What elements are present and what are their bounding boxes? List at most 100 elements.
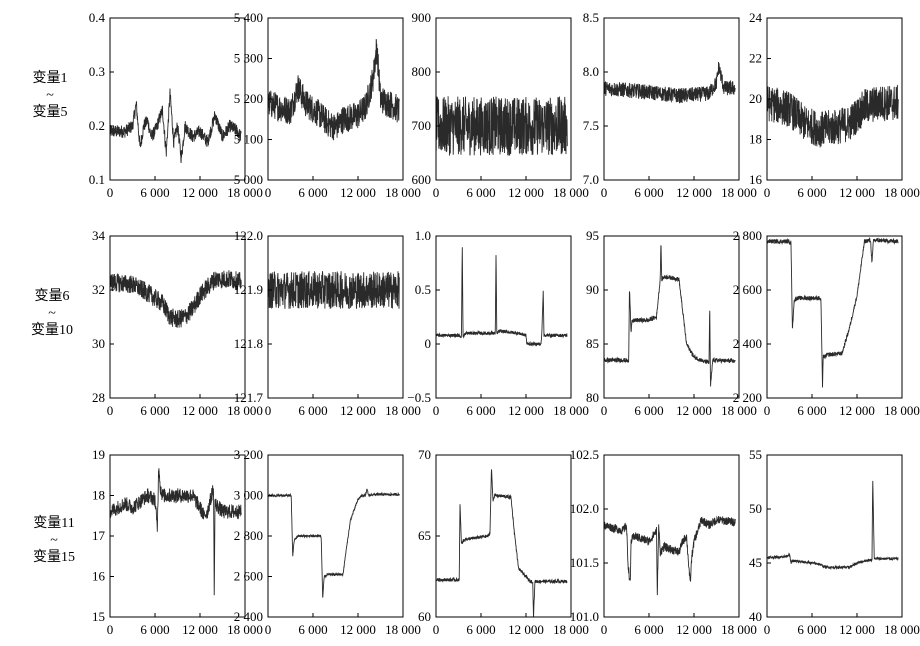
- x-tick-label: 12 000: [340, 622, 376, 637]
- y-tick-label: 17: [92, 528, 106, 543]
- subplot-7: 121.7 121.8 121.9 122.0 0 6 000 12 000 18 000: [234, 228, 421, 418]
- series-line-2-1: [268, 39, 400, 141]
- subplot-3: 600 700 800 900 0 6 000 12 000 18 000: [412, 10, 589, 200]
- x-tick-label: 18 000: [721, 185, 757, 200]
- y-tick-label: 5 300: [234, 51, 263, 66]
- plot-frame: [435, 454, 572, 618]
- y-tick-label: 30: [92, 336, 105, 351]
- y-tick-label: 2 800: [234, 528, 263, 543]
- x-tick-label: 12 000: [839, 403, 875, 418]
- y-tick-label: 5 100: [234, 132, 263, 147]
- x-tick-label: 0: [764, 622, 771, 637]
- plot-frame: [766, 454, 903, 618]
- x-tick-label: 6 000: [797, 185, 826, 200]
- row-label-2-mid: ~: [48, 306, 56, 321]
- x-tick-label: 18 000: [385, 403, 421, 418]
- series-line-7-1: [268, 271, 400, 309]
- y-tick-label: 2 600: [733, 282, 762, 297]
- x-tick-label: 0: [265, 622, 272, 637]
- row-label-1-mid: ~: [46, 88, 54, 103]
- subplot-13: 60 65 70 0 6 000 12 000 18 000: [418, 447, 589, 637]
- x-tick-label: 18 000: [227, 185, 263, 200]
- plot-frame: [435, 17, 572, 181]
- x-tick-label: 18 000: [385, 185, 421, 200]
- plot-frame: [603, 235, 740, 399]
- y-tick-label: 95: [586, 228, 599, 243]
- y-tick-label: 122.0: [234, 228, 263, 243]
- y-tick-label: 0.3: [89, 64, 105, 79]
- subplot-11: 15 16 17 18 19 0 6 000 12 000 18 000: [92, 447, 263, 637]
- y-tick-label: 3 000: [234, 488, 263, 503]
- y-tick-label: 2 200: [733, 390, 762, 405]
- y-tick-label: 90: [586, 282, 599, 297]
- subplot-6: 28 30 32 34 0 6 000 12 000 18 000: [92, 228, 263, 418]
- y-tick-label: 7.5: [583, 118, 599, 133]
- series-line-9-1: [604, 245, 736, 387]
- subplot-10: 2 200 2 400 2 600 2 800 0 6 000 12 000 18 000: [733, 228, 920, 418]
- y-tick-label: 40: [749, 609, 762, 624]
- y-tick-label: 18: [92, 488, 105, 503]
- x-tick-label: 0: [433, 185, 440, 200]
- series-line-14-1: [604, 515, 736, 596]
- series-line-1-1: [110, 88, 242, 164]
- y-tick-label: 16: [92, 569, 106, 584]
- x-tick-label: 18 000: [227, 622, 263, 637]
- y-tick-label: 121.8: [234, 336, 263, 351]
- y-tick-label: 5 200: [234, 91, 263, 106]
- y-tick-label: 45: [749, 555, 762, 570]
- series-line-13-1: [436, 469, 568, 617]
- plot-frame: [267, 235, 404, 399]
- x-tick-label: 18 000: [884, 622, 920, 637]
- series-line-5-1: [767, 84, 899, 148]
- x-tick-label: 12 000: [182, 403, 218, 418]
- y-tick-label: 18: [749, 132, 762, 147]
- subplot-8: −0.500.51.00 6 000 12 000 18 000: [407, 228, 588, 418]
- row-label-3-top: 变量11: [33, 516, 75, 531]
- x-tick-label: 18 000: [385, 622, 421, 637]
- plot-frame: [109, 17, 246, 181]
- x-tick-label: 0: [265, 403, 272, 418]
- x-tick-label: 12 000: [508, 622, 544, 637]
- x-tick-label: 0: [107, 185, 114, 200]
- x-tick-label: 12 000: [676, 185, 712, 200]
- series-line-11-1: [110, 468, 242, 596]
- y-tick-label: 3 200: [234, 447, 263, 462]
- x-tick-label: 18 000: [553, 622, 589, 637]
- x-tick-label: 0: [764, 185, 771, 200]
- series-line-3-1: [436, 96, 568, 156]
- y-tick-label: 121.7: [234, 390, 264, 405]
- x-tick-label: 0: [265, 185, 272, 200]
- x-tick-label: 12 000: [182, 622, 218, 637]
- plot-frame: [267, 454, 404, 618]
- y-tick-label: 8.0: [583, 64, 599, 79]
- y-tick-label: 121.9: [234, 282, 263, 297]
- row-label-3-bottom: 变量15: [33, 550, 75, 565]
- x-tick-label: 0: [601, 403, 608, 418]
- y-tick-label: 80: [586, 390, 599, 405]
- series-line-12-1: [268, 488, 400, 598]
- x-tick-label: 6 000: [634, 185, 663, 200]
- x-tick-label: 6 000: [140, 403, 169, 418]
- row-label-1: 变量1 ~ 变量5: [20, 70, 80, 121]
- row-label-3-mid: ~: [50, 533, 58, 548]
- series-line-6-1: [110, 270, 242, 328]
- y-tick-label: 85: [586, 336, 599, 351]
- x-tick-label: 12 000: [839, 622, 875, 637]
- x-tick-label: 18 000: [553, 403, 589, 418]
- x-tick-label: 12 000: [340, 403, 376, 418]
- x-tick-label: 6 000: [466, 185, 495, 200]
- y-tick-label: 0.1: [89, 172, 105, 187]
- x-tick-label: 0: [433, 622, 440, 637]
- x-tick-label: 6 000: [298, 622, 327, 637]
- y-tick-label: 7.0: [583, 172, 599, 187]
- y-tick-label: 50: [749, 501, 762, 516]
- x-tick-label: 12 000: [676, 622, 712, 637]
- series-line-15-1: [767, 480, 899, 571]
- y-tick-label: 0.2: [89, 118, 105, 133]
- series-line-8-1: [436, 247, 568, 347]
- x-tick-label: 12 000: [839, 185, 875, 200]
- x-tick-label: 18 000: [721, 403, 757, 418]
- y-tick-label: 19: [92, 447, 105, 462]
- y-tick-label: 15: [92, 609, 105, 624]
- y-tick-label: 24: [749, 10, 763, 25]
